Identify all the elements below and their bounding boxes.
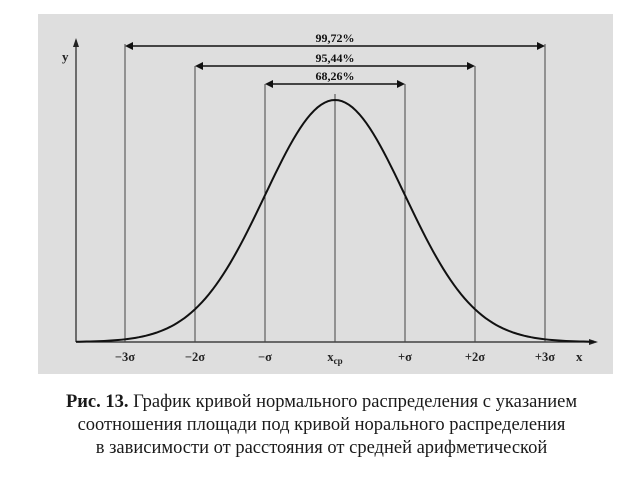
interval-label: 68,26% — [316, 69, 355, 83]
x-axis-label: x — [576, 349, 583, 364]
interval-arrowhead-right — [537, 42, 545, 50]
interval-arrowhead-right — [397, 80, 405, 88]
interval-label: 95,44% — [316, 51, 355, 65]
x-tick-label: xср — [327, 350, 342, 366]
figure-caption: Рис. 13. График кривой нормального распр… — [0, 391, 643, 460]
interval-arrowhead-left — [195, 62, 203, 70]
y-axis-arrow — [73, 38, 79, 47]
interval-arrowhead-left — [125, 42, 133, 50]
caption-text-1: График кривой нормального распределения … — [128, 392, 578, 412]
caption-line-3: в зависимости от расстояния от средней а… — [95, 438, 548, 458]
caption-prefix: Рис. 13. — [65, 392, 129, 412]
interval-arrowhead-left — [265, 80, 273, 88]
figure-panel: y x 68,26% 95,44% 99,72% −3σ −2σ −σ xср +σ +2σ +3… — [38, 14, 613, 374]
x-tick-label: +3σ — [535, 350, 555, 364]
caption-line-2: соотношения площади под кривой норальног… — [77, 415, 566, 435]
x-tick-label: −σ — [258, 350, 272, 364]
x-tick-label: −3σ — [115, 350, 135, 364]
y-axis-label: y — [62, 49, 69, 64]
caption-line-1: Рис. 13. График кривой нормального распр… — [0, 391, 643, 414]
x-tick-label: −2σ — [185, 350, 205, 364]
x-tick-label: +2σ — [465, 350, 485, 364]
normal-curve — [75, 98, 595, 343]
x-tick-label: +σ — [398, 350, 412, 364]
interval-arrowhead-right — [467, 62, 475, 70]
interval-label: 99,72% — [316, 31, 355, 45]
normal-distribution-chart: y x 68,26% 95,44% 99,72% −3σ −2σ −σ xср +σ +2σ +3… — [62, 31, 598, 366]
